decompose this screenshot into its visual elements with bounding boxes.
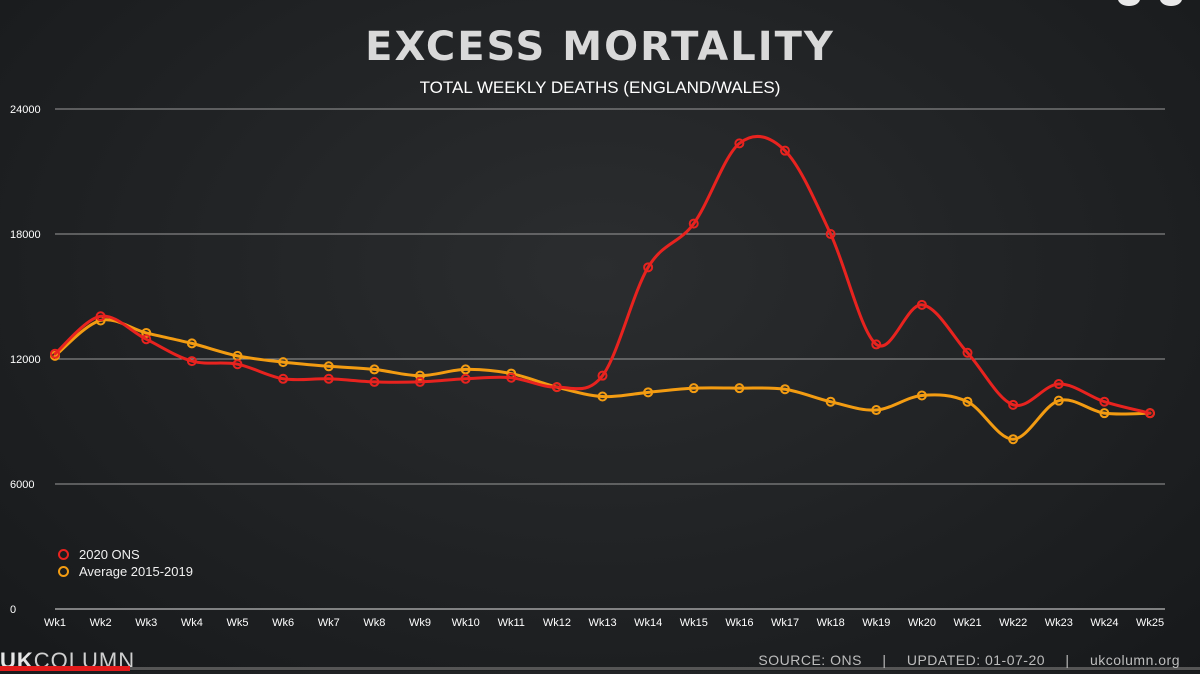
series-point-average-wk15 [688, 383, 699, 394]
x-tick-label-wk18: Wk18 [817, 617, 845, 629]
x-tick-label-wk23: Wk23 [1045, 617, 1073, 629]
x-tick-label-wk14: Wk14 [634, 617, 662, 629]
series-point-2020-wk16 [734, 138, 745, 149]
series-point-2020-wk1 [50, 348, 60, 359]
x-tick-label-wk4: Wk4 [181, 617, 203, 629]
series-point-2020-wk9 [415, 376, 425, 387]
x-tick-label-wk20: Wk20 [908, 617, 936, 629]
series-point-average-wk23 [1053, 395, 1064, 406]
legend-item-average: Average 2015-2019 [58, 563, 193, 580]
x-tick-label-wk19: Wk19 [862, 617, 890, 629]
series-point-average-wk4 [186, 338, 197, 349]
y-tick-label-6000: 6000 [10, 479, 34, 491]
series-point-2020-wk11 [506, 372, 517, 383]
series-point-2020-wk12 [551, 382, 562, 393]
x-tick-label-wk21: Wk21 [953, 617, 981, 629]
series-line-2020 [53, 134, 1152, 415]
footer-website: ukcolumn.org [1089, 652, 1180, 668]
series-point-2020-wk4 [186, 356, 197, 367]
y-tick-label-0: 0 [10, 604, 16, 616]
x-tick-label-wk24: Wk24 [1090, 617, 1118, 629]
legend-label-average: Average 2015-2019 [79, 564, 193, 579]
series-point-2020-wk7 [323, 373, 334, 384]
legend-label-2020: 2020 ONS [79, 547, 140, 562]
series-point-2020-wk15 [688, 218, 699, 229]
series-point-2020-wk18 [825, 229, 836, 239]
series-point-average-wk24 [1099, 408, 1110, 419]
series-point-2020-wk2 [95, 311, 106, 322]
x-tick-label-wk15: Wk15 [680, 617, 708, 629]
footer-source: SOURCE: ONS [758, 652, 862, 668]
footer-info: SOURCE: ONS | UPDATED: 01-07-20 | ukcolu… [750, 652, 1188, 668]
series-point-average-wk21 [962, 396, 973, 407]
x-tick-label-wk11: Wk11 [498, 617, 525, 629]
video-progress-played[interactable] [0, 666, 130, 671]
x-tick-label-wk12: Wk12 [543, 617, 571, 629]
x-tick-label-wk2: Wk2 [90, 617, 112, 629]
top-right-button-1[interactable] [1118, 0, 1140, 6]
x-tick-label-wk6: Wk6 [272, 617, 294, 629]
series-point-average-wk7 [323, 361, 334, 372]
y-tick-label-12000: 12000 [10, 354, 41, 366]
series-point-2020-wk19 [871, 339, 882, 350]
series-point-average-wk9 [415, 370, 425, 381]
chart-legend: 2020 ONS Average 2015-2019 [58, 546, 193, 580]
x-tick-label-wk16: Wk16 [725, 617, 753, 629]
series-point-2020-wk17 [780, 145, 790, 156]
series-point-2020-wk22 [1008, 399, 1019, 410]
series-point-average-wk13 [597, 391, 608, 402]
legend-marker-average [58, 566, 69, 577]
x-tick-label-wk3: Wk3 [135, 617, 157, 629]
series-point-2020-wk3 [141, 334, 152, 345]
y-tick-label-18000: 18000 [10, 229, 41, 241]
series-point-2020-wk10 [460, 373, 471, 384]
series-point-2020-wk25 [1145, 408, 1155, 419]
series-point-average-wk19 [871, 405, 882, 416]
x-tick-label-wk7: Wk7 [318, 617, 340, 629]
series-point-average-wk18 [825, 396, 836, 407]
series-point-average-wk8 [369, 364, 380, 375]
series-point-average-wk6 [278, 357, 289, 368]
chart-subtitle: TOTAL WEEKLY DEATHS (ENGLAND/WALES) [419, 78, 781, 97]
footer-separator: | [882, 652, 887, 668]
video-progress-track[interactable] [130, 667, 1200, 670]
series-point-2020-wk23 [1053, 379, 1064, 389]
x-tick-label-wk8: Wk8 [363, 617, 385, 629]
series-point-2020-wk8 [369, 376, 380, 387]
x-tick-label-wk17: Wk17 [771, 617, 799, 629]
legend-item-2020: 2020 ONS [58, 546, 193, 563]
series-point-average-wk20 [916, 390, 927, 401]
x-tick-label-wk5: Wk5 [227, 617, 249, 629]
legend-marker-2020 [58, 549, 69, 560]
top-right-button-2[interactable] [1160, 0, 1182, 6]
x-tick-label-wk25: Wk25 [1136, 617, 1164, 629]
series-point-2020-wk13 [597, 370, 608, 381]
x-tick-label-wk13: Wk13 [588, 617, 616, 629]
series-point-2020-wk5 [232, 359, 243, 370]
series-point-2020-wk24 [1099, 396, 1110, 407]
footer-separator-2: | [1065, 652, 1070, 668]
y-tick-label-24000: 24000 [10, 104, 41, 116]
series-point-2020-wk6 [278, 373, 289, 384]
series-point-average-wk22 [1008, 434, 1019, 445]
series-point-average-wk10 [460, 364, 471, 375]
series-point-2020-wk21 [962, 347, 973, 358]
series-point-2020-wk20 [916, 299, 927, 310]
x-tick-label-wk1: Wk1 [44, 617, 66, 629]
series-point-average-wk3 [141, 327, 152, 338]
series-point-average-wk16 [734, 383, 745, 394]
series-point-average-wk17 [780, 384, 790, 395]
series-point-2020-wk14 [643, 262, 654, 273]
footer-updated: UPDATED: 01-07-20 [906, 652, 1046, 668]
x-tick-label-wk22: Wk22 [999, 617, 1027, 629]
series-point-average-wk14 [643, 387, 654, 398]
x-tick-label-wk9: Wk9 [409, 617, 431, 629]
x-tick-label-wk10: Wk10 [452, 617, 480, 629]
chart-title: EXCESS MORTALITY [365, 24, 835, 70]
